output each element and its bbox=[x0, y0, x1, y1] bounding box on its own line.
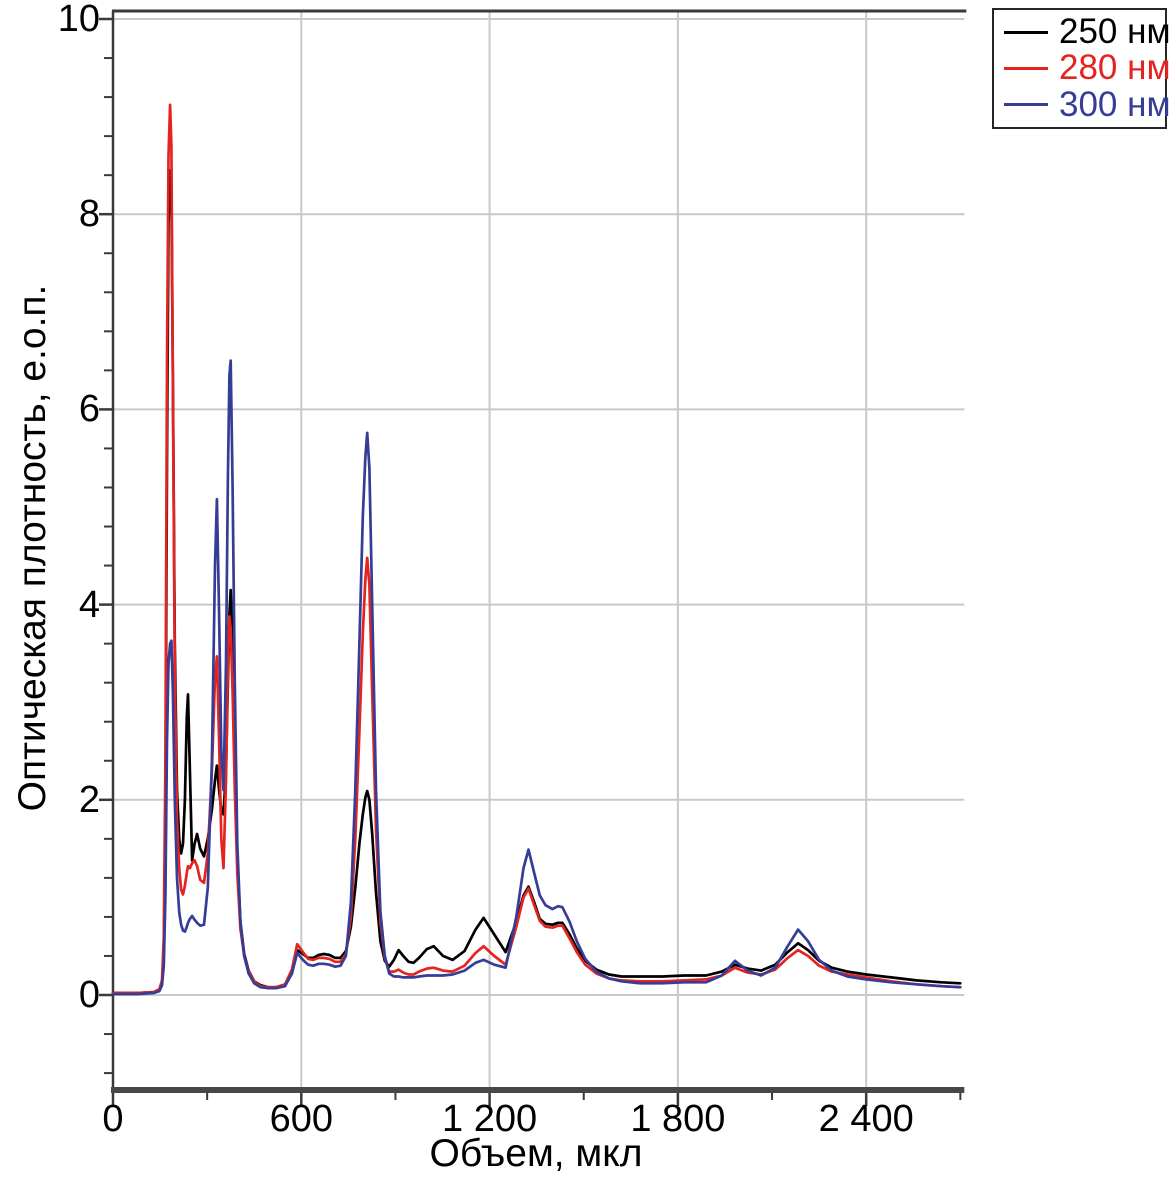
series-line-300nm bbox=[111, 359, 962, 996]
legend-label-280nm: 280 нм bbox=[1059, 48, 1171, 88]
legend-item-300nm: 300 нм bbox=[1004, 86, 1171, 123]
x-tick-label-1200: 1 200 bbox=[442, 1098, 538, 1140]
gridlines bbox=[113, 11, 965, 1090]
legend-label-250nm: 250 нм bbox=[1059, 12, 1171, 52]
y-tick-label-2: 2 bbox=[78, 778, 100, 821]
y-tick-label-8: 8 bbox=[78, 193, 100, 236]
legend-line-sample-280nm bbox=[1004, 66, 1048, 70]
plot-frame bbox=[111, 9, 967, 1093]
y-axis-title: Оптическая плотность, е.о.п. bbox=[11, 284, 54, 812]
x-tick-label-600: 600 bbox=[269, 1098, 333, 1140]
series-line-250nm bbox=[111, 168, 962, 995]
y-tick-label-6: 6 bbox=[78, 388, 100, 431]
y-tick-label-10: 10 bbox=[57, 0, 100, 40]
axis-ticks bbox=[99, 17, 962, 1106]
x-tick-label-0: 0 bbox=[102, 1098, 124, 1140]
legend-label-300nm: 300 нм bbox=[1059, 84, 1171, 124]
x-tick-label-1800: 1 800 bbox=[630, 1098, 726, 1140]
data-series bbox=[111, 103, 962, 996]
legend-line-sample-300nm bbox=[1004, 103, 1048, 107]
x-tick-label-2400: 2 400 bbox=[818, 1098, 914, 1140]
x-axis-title: Объем, мкл bbox=[429, 1132, 643, 1175]
legend-line-sample-250nm bbox=[1004, 30, 1048, 34]
y-tick-label-4: 4 bbox=[78, 583, 100, 626]
legend-item-280nm: 280 нм bbox=[1004, 50, 1171, 86]
y-tick-label-0: 0 bbox=[78, 974, 100, 1016]
legend-item-250nm: 250 нм bbox=[1004, 14, 1171, 50]
legend: 250 нм 280 нм 300 нм bbox=[992, 8, 1171, 129]
series-line-280nm bbox=[111, 103, 962, 995]
